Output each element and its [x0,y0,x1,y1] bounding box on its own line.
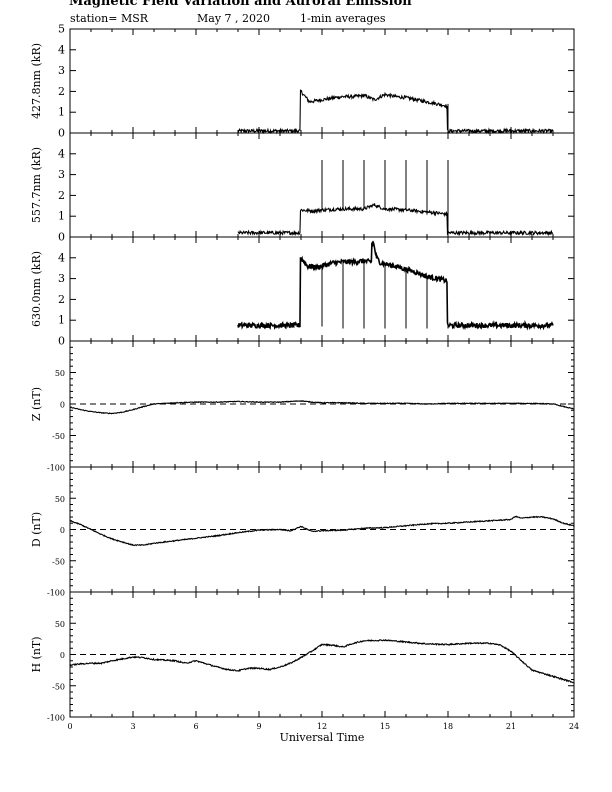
y-tick-label: 50 [55,620,65,629]
y-tick-label: 0 [58,335,65,348]
y-tick-label: 2 [58,85,65,98]
y-tick-label: 0 [60,526,65,535]
y-axis-label: 557.7nm (kR) [30,147,43,223]
y-tick-label: 4 [58,43,65,56]
x-tick-label: 3 [130,722,135,731]
y-tick-label: 0 [58,127,65,140]
averaging-label: 1-min averages [300,12,386,25]
y-tick-label: 1 [58,210,65,223]
panel-5 [69,466,575,593]
y-tick-label: 0 [60,651,65,660]
station-label: station= MSR [70,12,149,25]
x-tick-label: 6 [193,722,198,731]
panel-4 [69,340,575,468]
x-axis-label: Universal Time [280,731,365,744]
x-tick-label: 15 [380,722,390,731]
series-line-1-1 [237,89,554,135]
y-axis-label: 630.0nm (kR) [30,251,43,327]
y-tick-label: 4 [58,147,65,160]
x-tick-label: 12 [317,722,327,731]
panel-2 [69,132,575,238]
series-line-3-1 [237,240,554,331]
y-tick-label: -100 [47,589,65,598]
y-tick-label: 3 [58,272,65,285]
x-tick-label: 0 [67,722,72,731]
y-tick-label: 5 [58,23,65,36]
x-tick-label: 21 [506,722,516,731]
series-line-6-1 [69,638,575,684]
panel-6 [69,591,575,718]
panel-frame [69,28,575,134]
x-tick-label: 24 [569,722,579,731]
y-tick-label: -50 [52,557,65,566]
chart-title: Magnetic Field Variation and Auroral Emi… [69,0,412,9]
x-tick-label: 9 [256,722,261,731]
y-tick-label: -50 [52,432,65,441]
y-tick-label: 0 [58,231,65,244]
y-tick-label: -100 [47,464,65,473]
y-tick-label: 1 [58,314,65,327]
panel-1 [69,28,575,135]
y-tick-label: 3 [58,168,65,181]
y-tick-label: 50 [55,369,65,378]
x-tick-label: 18 [443,722,453,731]
y-tick-label: -100 [47,714,65,723]
panel-3 [69,236,575,342]
y-tick-label: 2 [58,293,65,306]
y-axis-label: D (nT) [30,512,43,547]
y-axis-label: H (nT) [30,636,43,672]
y-tick-label: -50 [52,682,65,691]
y-tick-label: 50 [55,495,65,504]
series-line-4-1 [69,399,575,415]
y-tick-label: 1 [58,106,65,119]
series-line-2-1 [237,203,554,237]
y-axis-label: 427.8nm (kR) [30,43,43,119]
y-tick-label: 0 [60,401,65,410]
y-tick-label: 3 [58,64,65,77]
y-tick-label: 2 [58,189,65,202]
date-label: May 7 , 2020 [197,12,271,25]
y-axis-label: Z (nT) [30,387,43,421]
series-line-5-1 [69,515,575,547]
y-tick-label: 4 [58,251,65,264]
